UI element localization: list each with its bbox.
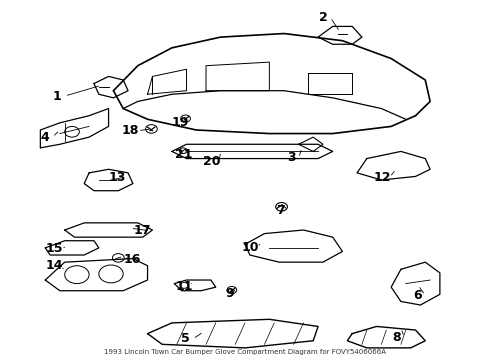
Text: 15: 15	[45, 242, 63, 255]
Text: 11: 11	[175, 280, 193, 293]
Text: 1: 1	[53, 90, 62, 103]
Text: 9: 9	[225, 287, 234, 300]
Text: 10: 10	[241, 240, 259, 254]
Text: 3: 3	[287, 151, 295, 165]
Text: 7: 7	[276, 204, 285, 217]
Text: 19: 19	[172, 116, 189, 129]
Text: 20: 20	[203, 155, 220, 168]
Text: 6: 6	[414, 288, 422, 302]
Text: 21: 21	[175, 148, 193, 161]
Text: 14: 14	[45, 259, 63, 272]
Text: 8: 8	[392, 331, 401, 344]
Text: 18: 18	[122, 124, 139, 137]
Text: 5: 5	[181, 333, 190, 346]
Text: 16: 16	[123, 253, 141, 266]
Text: 1993 Lincoln Town Car Bumper Glove Compartment Diagram for FOVY5406066A: 1993 Lincoln Town Car Bumper Glove Compa…	[104, 349, 386, 355]
Text: 12: 12	[374, 171, 391, 184]
Text: 2: 2	[318, 11, 327, 24]
Text: 4: 4	[41, 131, 49, 144]
Text: 13: 13	[109, 171, 126, 184]
Text: 17: 17	[134, 224, 151, 237]
